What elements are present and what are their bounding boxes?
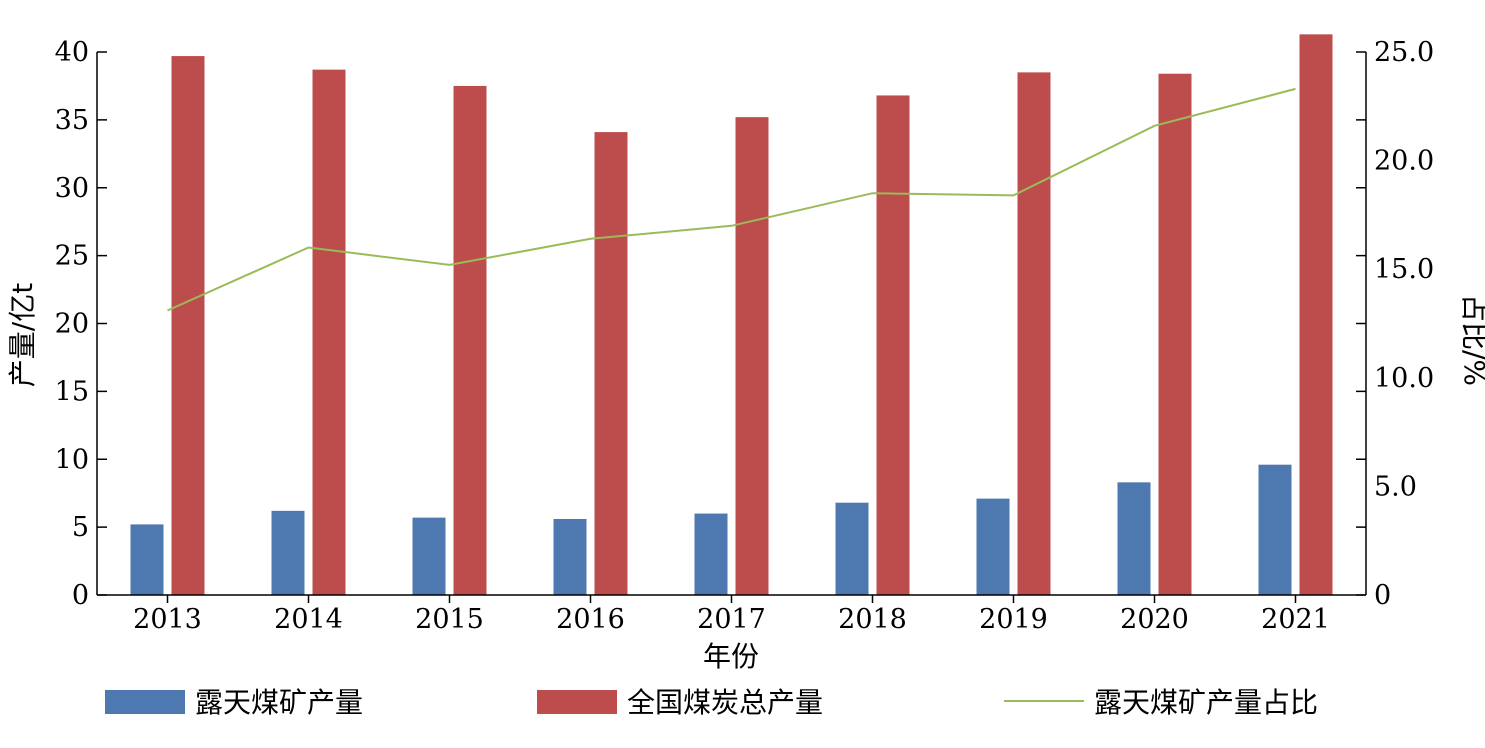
x-tick-label-2013: 2013	[133, 604, 202, 635]
bar-national-2017	[735, 117, 769, 595]
bar-national-2015	[453, 85, 487, 595]
bar-national-2018	[876, 95, 910, 595]
bar-national-2021	[1299, 34, 1333, 596]
legend-label-national-output: 全国煤炭总产量	[627, 686, 823, 719]
legend-swatch-open-pit-output	[105, 690, 185, 714]
right-tick-label: 20.0	[1374, 146, 1434, 177]
bar-national-2016	[594, 132, 628, 595]
right-tick-label: 15.0	[1374, 254, 1434, 285]
left-tick-label: 25	[55, 241, 89, 272]
right-tick-label: 0	[1374, 580, 1391, 611]
bar-open-pit-2019	[976, 498, 1010, 595]
bars-layer	[130, 34, 1333, 596]
x-tick-label-2014: 2014	[274, 604, 343, 635]
x-ticks: 2013 2014 2015 2016 2017 2018 2019 2020 2021	[133, 595, 1330, 635]
bar-open-pit-2013	[130, 524, 164, 595]
bar-national-2020	[1158, 73, 1192, 596]
right-tick-label: 25.0	[1374, 37, 1434, 68]
bar-open-pit-2014	[271, 510, 305, 595]
y2-axis-title: 占比/%	[1458, 294, 1485, 386]
right-tick-label: 5.0	[1374, 471, 1417, 502]
left-y-ticks: 0 5 10 15 20 25 30 35 40	[55, 37, 107, 611]
right-y-ticks: 0 5.0 10.0 15.0 20.0 25.0	[1356, 37, 1434, 611]
left-tick-label: 10	[55, 444, 89, 475]
bar-open-pit-2021	[1258, 464, 1292, 595]
legend-label-open-pit-output: 露天煤矿产量	[195, 686, 363, 719]
legend-swatch-national-output	[537, 690, 617, 714]
legend-label-share: 露天煤矿产量占比	[1094, 686, 1318, 719]
bar-national-2019	[1017, 72, 1051, 596]
bar-national-2013	[171, 56, 205, 595]
y-axis-title: 产量/亿t	[6, 283, 39, 387]
x-axis-title: 年份	[703, 640, 759, 673]
bar-open-pit-2020	[1117, 482, 1151, 595]
x-tick-label-2018: 2018	[838, 604, 907, 635]
bar-open-pit-2017	[694, 513, 728, 595]
x-tick-label-2019: 2019	[979, 604, 1048, 635]
bar-open-pit-2016	[553, 518, 587, 595]
left-tick-label: 20	[55, 309, 89, 340]
legend: 露天煤矿产量 全国煤炭总产量 露天煤矿产量占比	[105, 686, 1318, 719]
x-tick-label-2020: 2020	[1120, 604, 1189, 635]
bar-national-2014	[312, 69, 346, 595]
left-tick-label: 30	[55, 173, 89, 204]
line-layer	[167, 87, 1296, 312]
share-line	[167, 87, 1296, 312]
x-tick-label-2021: 2021	[1261, 604, 1330, 635]
left-tick-label: 15	[55, 376, 89, 407]
left-tick-label: 5	[72, 512, 89, 543]
bar-open-pit-2015	[412, 517, 446, 595]
bar-open-pit-2018	[835, 502, 869, 595]
x-tick-label-2016: 2016	[556, 604, 625, 635]
left-tick-label: 40	[55, 37, 89, 68]
left-tick-label: 35	[55, 105, 89, 136]
x-tick-label-2015: 2015	[415, 604, 484, 635]
x-tick-label-2017: 2017	[697, 604, 766, 635]
right-tick-label: 10.0	[1374, 363, 1434, 394]
left-tick-label: 0	[72, 580, 89, 611]
